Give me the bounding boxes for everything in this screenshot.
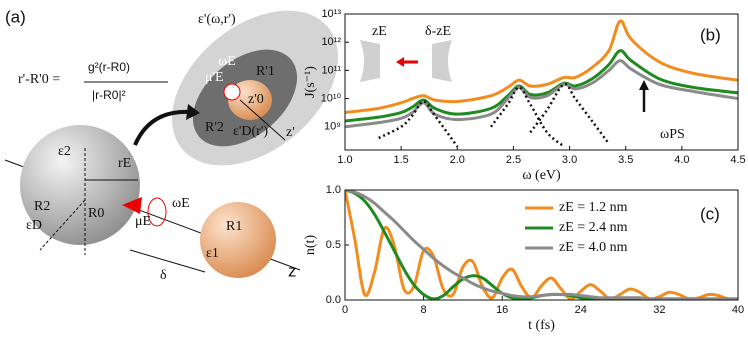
diagram-label: R0 xyxy=(88,206,104,221)
x-tick-label: 40 xyxy=(732,304,744,316)
delta-line xyxy=(129,249,206,273)
diagram-label: R'2 xyxy=(205,120,224,135)
diagram-label: r'-R'0 = xyxy=(18,72,60,87)
diagram-label: ε2 xyxy=(58,144,71,159)
x-tick-label: 24 xyxy=(575,304,587,316)
R2-line xyxy=(39,199,86,251)
y-tick-label: 10¹³ xyxy=(321,8,341,20)
sphere-1 xyxy=(200,202,276,278)
diagram-label: R2 xyxy=(34,199,50,214)
arrow-head xyxy=(186,104,200,120)
x-tick-label: 3.5 xyxy=(618,154,633,166)
y-axis-label: n(t) xyxy=(303,235,318,256)
diagram-label: |r-R0|² xyxy=(92,88,126,102)
series-line xyxy=(529,82,610,145)
diagram-label: ε'D(r') xyxy=(233,124,268,139)
annotation: (c) xyxy=(700,204,720,223)
lens-left xyxy=(360,40,380,82)
x-tick-label: 0 xyxy=(342,304,348,316)
diagram-label: rE xyxy=(118,156,131,171)
diagram-label: ωE xyxy=(218,54,236,69)
diagram-label: εD xyxy=(26,218,42,233)
x-tick-label: 8 xyxy=(421,304,427,316)
y-tick-label: 0.5 xyxy=(326,239,341,251)
frame xyxy=(344,189,739,301)
series-line xyxy=(489,86,565,148)
series-line xyxy=(345,49,738,123)
up-arrow-head xyxy=(639,80,649,90)
series-line xyxy=(378,100,459,148)
red-arrow-head xyxy=(396,57,404,67)
x-tick-label: 4.5 xyxy=(730,154,745,166)
x-tick-label: 2.5 xyxy=(506,154,521,166)
panels: 1.0 1.5 2.0 2.5 3.0 3.5 4.0 4.5 10⁹ 10¹⁰ 10¹¹ 10¹² 1… xyxy=(303,8,745,333)
y-tick-label: 10⁹ xyxy=(324,121,341,133)
diagram-label: R1 xyxy=(226,219,242,234)
series-line xyxy=(345,19,738,115)
y-tick-label: 1.0 xyxy=(326,184,341,196)
diagram-label: z xyxy=(288,261,297,280)
annotation: (b) xyxy=(700,25,721,44)
annotation: δ-zE xyxy=(425,24,451,39)
x-tick-label: 3.0 xyxy=(562,154,577,166)
x-tick-label: 2.0 xyxy=(450,154,465,166)
diagram-label: μE xyxy=(135,214,151,229)
y-tick-label: 10¹¹ xyxy=(321,64,341,76)
series-line xyxy=(345,190,738,300)
series-line xyxy=(345,190,738,300)
y-tick-label: 0.0 xyxy=(326,294,341,306)
x-tick-label: 4.0 xyxy=(674,154,689,166)
x-tick-label: 1.0 xyxy=(337,154,352,166)
diagram-label: δ xyxy=(160,268,167,283)
x-axis-label: t (fs) xyxy=(528,318,555,333)
series-line xyxy=(345,190,738,300)
diagram-label: z' xyxy=(286,125,295,140)
legend-label: zE = 2.4 nm xyxy=(559,220,628,235)
x-tick-label: 1.5 xyxy=(393,154,408,166)
plot-area xyxy=(345,190,738,300)
annotation: zE xyxy=(372,24,387,39)
arrow xyxy=(133,109,191,146)
legend-label: zE = 4.0 nm xyxy=(559,240,628,255)
diagram-label: (a) xyxy=(5,7,26,26)
sphere-2 xyxy=(20,125,140,245)
diagram-label: ε1 xyxy=(206,246,219,261)
dipole xyxy=(122,197,142,214)
dipole-ring xyxy=(147,197,167,227)
x-axis-label: ω (eV) xyxy=(522,168,561,183)
axis-line xyxy=(239,99,286,141)
y-tick-label: 10¹⁰ xyxy=(321,92,342,104)
x-tick-label: 32 xyxy=(653,304,665,316)
frame xyxy=(344,13,739,151)
y-tick-label: 10¹² xyxy=(321,36,341,48)
lens-right xyxy=(432,40,452,82)
x-tick-label: 16 xyxy=(496,304,508,316)
series-line xyxy=(345,59,738,129)
diagram-label: R'1 xyxy=(256,64,275,79)
dipole-ring-inset xyxy=(223,83,241,101)
diagram-label: ε'(ω,r') xyxy=(198,12,236,27)
diagram-label: g²(r-R0) xyxy=(88,60,130,74)
legend-label: zE = 1.2 nm xyxy=(559,200,628,215)
diagram-label: z'0 xyxy=(248,92,264,107)
annotation: ωPS xyxy=(660,127,685,142)
diagram-label: μ'E xyxy=(205,70,224,85)
plot-area xyxy=(345,19,738,148)
y-axis-label: J(s⁻¹) xyxy=(303,66,318,98)
diagram-label: ωE xyxy=(172,196,190,211)
diagram: (a) r'-R'0 = g²(r-R0) |r-R0|² ε2 R2 rE R0 εD ωE μE… xyxy=(4,7,338,283)
